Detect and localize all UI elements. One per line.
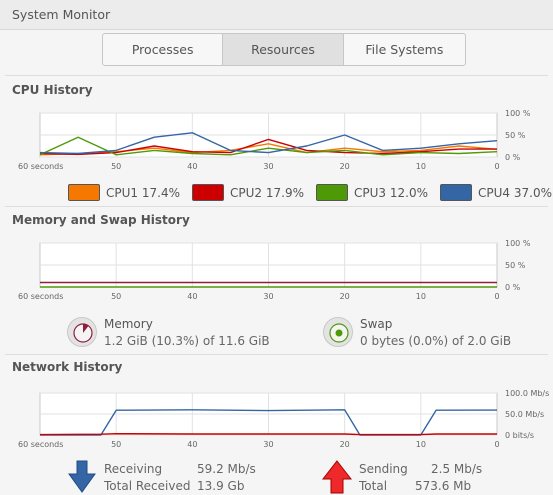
- memory-y-tick-label: 100 %: [505, 239, 531, 248]
- memory-label: Memory: [104, 317, 153, 331]
- cpu-y-tick-label: 100 %: [505, 109, 531, 118]
- window-title: System Monitor: [12, 7, 111, 22]
- cpu-x-tick-label: 30: [263, 162, 273, 171]
- cpu-series-cpu4: [39, 132, 498, 155]
- network-y-tick-label: 100.0 Mb/s: [505, 389, 549, 398]
- separator: [5, 206, 548, 207]
- swap-pie-icon[interactable]: [323, 317, 353, 347]
- title-bar: System Monitor: [0, 0, 553, 30]
- network-y-tick-label: 50.0 Mb/s: [505, 410, 544, 419]
- cpu-y-tick-label: 50 %: [505, 131, 526, 140]
- memory-x-tick-label: 40: [187, 292, 197, 301]
- receiving-label: Receiving: [104, 462, 163, 476]
- network-series-receiving: [40, 409, 498, 436]
- receiving-arrow-icon[interactable]: [68, 460, 96, 494]
- memory-x-tick-label: 50: [111, 292, 121, 301]
- cpu-x-tick-label: 10: [416, 162, 426, 171]
- cpu-x-tick-label: 0: [494, 162, 499, 171]
- tab-resources[interactable]: Resources: [223, 34, 344, 65]
- cpu-section-title: CPU History: [12, 83, 93, 97]
- cpu-x-tick-label: 60 seconds: [18, 162, 63, 171]
- network-x-tick-label: 20: [340, 440, 350, 449]
- cpu3-label: CPU3: [354, 185, 387, 200]
- sending-label: Sending: [359, 462, 408, 476]
- cpu2-value: 17.9%: [265, 185, 304, 200]
- separator: [5, 354, 548, 355]
- swap-value: 0 bytes (0.0%) of 2.0 GiB: [360, 334, 512, 348]
- total-received-label: Total Received: [104, 479, 191, 493]
- cpu-series-cpu1: [39, 143, 498, 156]
- cpu3-value: 12.0%: [389, 185, 428, 200]
- memory-x-tick-label: 60 seconds: [18, 292, 63, 301]
- memory-x-tick-label: 30: [263, 292, 273, 301]
- legend-cpu4[interactable]: CPU4 37.0%: [440, 184, 552, 201]
- sending-value: 2.5 Mb/s: [431, 462, 483, 476]
- network-history-graph: 100.0 Mb/s 50.0 Mb/s 0 bits/s 60 seconds 50 4…: [18, 389, 549, 449]
- legend-cpu3[interactable]: CPU3 12.0%: [316, 184, 428, 201]
- total-received-value: 13.9 Gb: [197, 479, 245, 493]
- network-x-tick-label: 10: [416, 440, 426, 449]
- cpu-x-tick-label: 20: [340, 162, 350, 171]
- cpu-series-cpu2: [39, 138, 497, 156]
- network-x-tick-label: 40: [187, 440, 197, 449]
- memory-x-tick-label: 20: [340, 292, 350, 301]
- legend-cpu1[interactable]: CPU1 17.4%: [68, 184, 180, 201]
- cpu2-color-swatch[interactable]: [192, 184, 224, 201]
- tab-processes[interactable]: Processes: [103, 34, 224, 65]
- network-x-tick-label: 50: [111, 440, 121, 449]
- cpu4-value: 37.0%: [513, 185, 552, 200]
- cpu1-value: 17.4%: [141, 185, 180, 200]
- memory-section-title: Memory and Swap History: [12, 213, 190, 227]
- network-section-title: Network History: [12, 360, 123, 374]
- memory-y-tick-label: 0 %: [505, 283, 521, 292]
- memory-x-tick-label: 0: [494, 292, 499, 301]
- sending-arrow-icon[interactable]: [321, 460, 353, 494]
- cpu1-color-swatch[interactable]: [68, 184, 100, 201]
- total-sent-value: 573.6 Mb: [415, 479, 472, 493]
- swap-label: Swap: [360, 317, 393, 331]
- cpu-x-tick-label: 50: [111, 162, 121, 171]
- view-tabs: Processes Resources File Systems: [102, 33, 466, 66]
- separator: [5, 75, 548, 76]
- receiving-value: 59.2 Mb/s: [197, 462, 256, 476]
- network-y-tick-label: 0 bits/s: [505, 431, 534, 440]
- cpu3-color-swatch[interactable]: [316, 184, 348, 201]
- cpu4-color-swatch[interactable]: [440, 184, 472, 201]
- memory-value: 1.2 GiB (10.3%) of 11.6 GiB: [104, 334, 270, 348]
- tab-file-systems[interactable]: File Systems: [365, 42, 444, 57]
- network-x-tick-label: 30: [263, 440, 273, 449]
- cpu-y-tick-label: 0 %: [505, 153, 521, 162]
- cpu1-label: CPU1: [106, 185, 139, 200]
- cpu-series-cpu3: [39, 136, 498, 156]
- network-x-tick-label: 0: [494, 440, 499, 449]
- cpu2-label: CPU2: [230, 185, 263, 200]
- cpu-history-graph: 100 % 50 % 0 % 60 seconds 50 40 30 20 10 0: [18, 109, 531, 171]
- network-x-tick-label: 60 seconds: [18, 440, 63, 449]
- cpu4-label: CPU4: [478, 185, 511, 200]
- memory-pie-icon[interactable]: [67, 317, 97, 347]
- legend-cpu2[interactable]: CPU2 17.9%: [192, 184, 304, 201]
- network-series-sending: [39, 433, 497, 436]
- memory-x-tick-label: 10: [416, 292, 426, 301]
- total-sent-label: Total Sent: [359, 479, 388, 495]
- cpu-x-tick-label: 40: [187, 162, 197, 171]
- memory-y-tick-label: 50 %: [505, 261, 526, 270]
- memory-history-graph: 100 % 50 % 0 % 60 seconds 50 40 30 20 10 0: [18, 239, 531, 301]
